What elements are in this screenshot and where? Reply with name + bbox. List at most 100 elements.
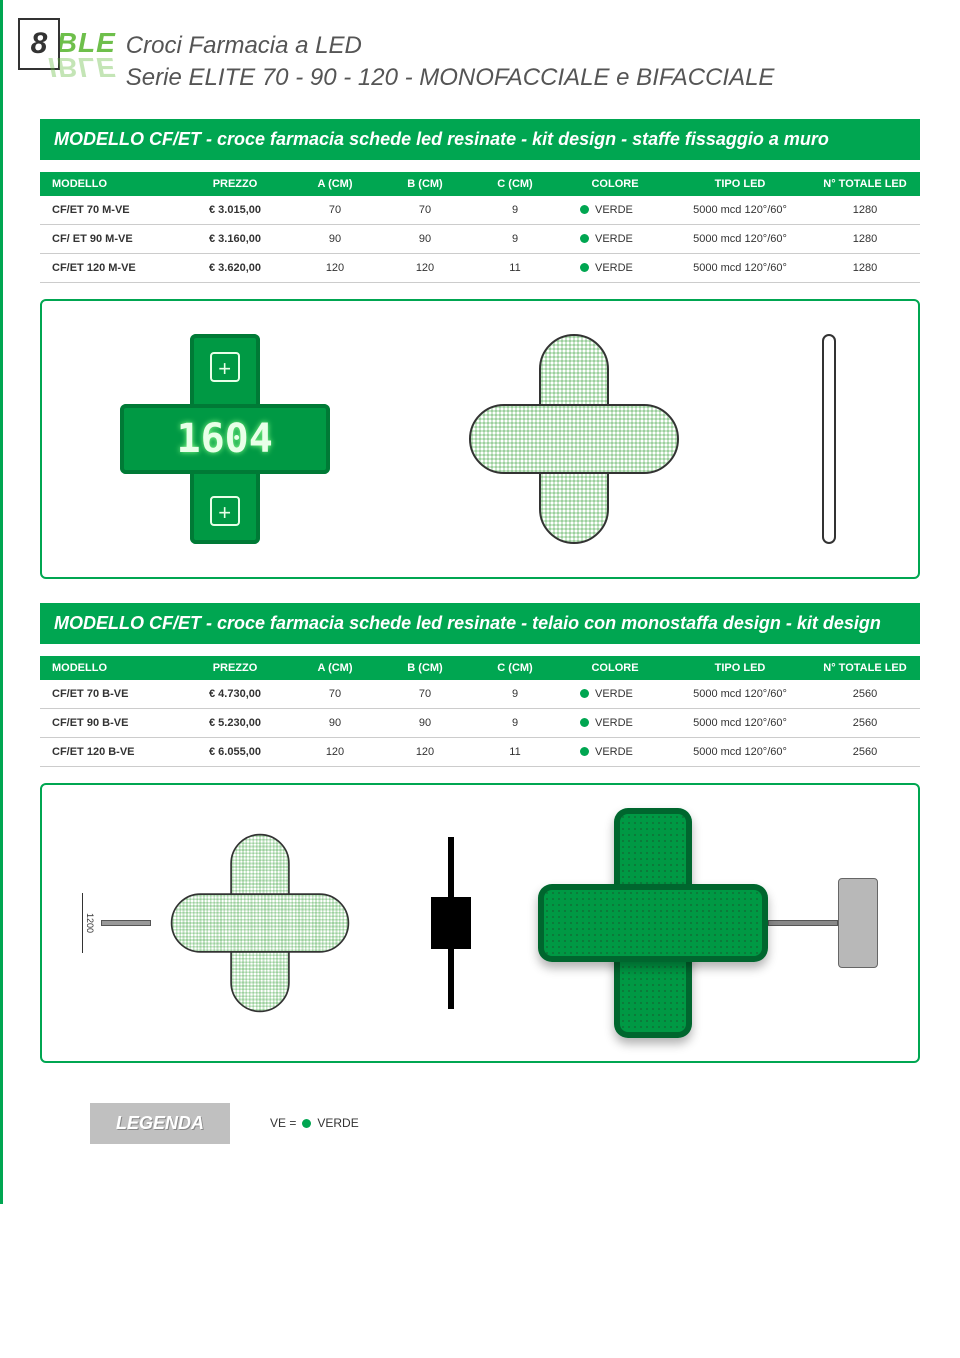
cell-a: 70	[290, 688, 380, 700]
col-c: C (CM)	[470, 178, 560, 190]
cell-tipo: 5000 mcd 120°/60°	[670, 717, 810, 729]
table-2-header: MODELLO PREZZO A (CM) B (CM) C (CM) COLO…	[40, 656, 920, 680]
cell-price: € 5.230,00	[180, 717, 290, 729]
cell-model: CF/ET 70 B-VE	[40, 688, 180, 700]
cell-price: € 3.620,00	[180, 262, 290, 274]
color-label: VERDE	[595, 717, 633, 729]
section-1-title: MODELLO CF/ET - croce farmacia schede le…	[40, 119, 920, 160]
color-dot-icon	[580, 718, 589, 727]
cell-color: VERDE	[560, 233, 670, 245]
cell-c: 11	[470, 262, 560, 274]
color-dot-icon	[580, 747, 589, 756]
col-model: MODELLO	[40, 662, 180, 674]
legend-title: LEGENDA	[90, 1103, 230, 1144]
color-dot-icon	[580, 205, 589, 214]
cell-c: 11	[470, 746, 560, 758]
section-2-title: MODELLO CF/ET - croce farmacia schede le…	[40, 603, 920, 644]
title-line-2: Serie ELITE 70 - 90 - 120 - MONOFACCIALE…	[126, 62, 775, 94]
cell-tot: 2560	[810, 746, 920, 758]
color-label: VERDE	[595, 204, 633, 216]
color-label: VERDE	[595, 688, 633, 700]
col-tot: N° TOTALE LED	[810, 178, 920, 190]
plus-icon: +	[210, 352, 240, 382]
image-frame-2: 1200	[40, 783, 920, 1063]
cell-model: CF/ET 120 B-VE	[40, 746, 180, 758]
cell-tot: 2560	[810, 688, 920, 700]
led-cross-dot	[538, 808, 768, 1038]
col-c: C (CM)	[470, 662, 560, 674]
cell-color: VERDE	[560, 204, 670, 216]
col-b: B (CM)	[380, 178, 470, 190]
color-dot-icon	[302, 1119, 311, 1128]
cell-a: 90	[290, 233, 380, 245]
color-dot-icon	[580, 263, 589, 272]
col-a: A (CM)	[290, 662, 380, 674]
logo-text-mirror: IBLE	[48, 55, 116, 80]
side-view-diagram	[818, 334, 840, 544]
cell-price: € 4.730,00	[180, 688, 290, 700]
cell-b: 90	[380, 233, 470, 245]
cell-a: 120	[290, 746, 380, 758]
cross-with-mount	[538, 808, 878, 1038]
cell-tipo: 5000 mcd 120°/60°	[670, 262, 810, 274]
page-header: IBLE IBLE Croci Farmacia a LED Serie ELI…	[48, 0, 960, 95]
col-color: COLORE	[560, 178, 670, 190]
table-row: CF/ ET 90 M-VE € 3.160,00 90 90 9 VERDE …	[40, 225, 920, 254]
cell-model: CF/ET 70 M-VE	[40, 204, 180, 216]
left-stripe	[0, 0, 3, 1204]
cell-tipo: 5000 mcd 120°/60°	[670, 204, 810, 216]
legend: LEGENDA VE = VERDE	[90, 1103, 960, 1144]
cell-model: CF/ET 90 B-VE	[40, 717, 180, 729]
color-label: VERDE	[595, 746, 633, 758]
mount-arm	[768, 878, 878, 968]
title-line-1: Croci Farmacia a LED	[126, 30, 775, 62]
table-row: CF/ET 120 B-VE € 6.055,00 120 120 11 VER…	[40, 738, 920, 767]
legend-ve-color: VERDE	[317, 1116, 358, 1130]
cell-c: 9	[470, 717, 560, 729]
cell-b: 70	[380, 688, 470, 700]
table-1: MODELLO PREZZO A (CM) B (CM) C (CM) COLO…	[40, 172, 920, 283]
color-label: VERDE	[595, 233, 633, 245]
cell-b: 90	[380, 717, 470, 729]
col-price: PREZZO	[180, 662, 290, 674]
cell-tipo: 5000 mcd 120°/60°	[670, 746, 810, 758]
cell-c: 9	[470, 204, 560, 216]
legend-item-ve: VE = VERDE	[270, 1116, 359, 1130]
cell-c: 9	[470, 233, 560, 245]
cell-price: € 3.015,00	[180, 204, 290, 216]
cell-b: 120	[380, 746, 470, 758]
cell-tipo: 5000 mcd 120°/60°	[670, 233, 810, 245]
cell-color: VERDE	[560, 262, 670, 274]
table-row: CF/ET 70 B-VE € 4.730,00 70 70 9 VERDE 5…	[40, 680, 920, 709]
cell-price: € 3.160,00	[180, 233, 290, 245]
cell-tot: 1280	[810, 204, 920, 216]
cell-a: 70	[290, 204, 380, 216]
cross-outline-diagram	[469, 334, 679, 544]
color-dot-icon	[580, 689, 589, 698]
cell-tot: 2560	[810, 717, 920, 729]
col-tot: N° TOTALE LED	[810, 662, 920, 674]
bracket-side-view	[428, 837, 474, 1009]
led-display-text: 1604	[120, 416, 330, 462]
col-price: PREZZO	[180, 178, 290, 190]
mounted-cross-diagram: 1200	[82, 818, 365, 1028]
cell-color: VERDE	[560, 688, 670, 700]
plus-icon: +	[210, 496, 240, 526]
table-1-header: MODELLO PREZZO A (CM) B (CM) C (CM) COLO…	[40, 172, 920, 196]
color-dot-icon	[580, 234, 589, 243]
table-row: CF/ET 90 B-VE € 5.230,00 90 90 9 VERDE 5…	[40, 709, 920, 738]
col-tipo: TIPO LED	[670, 178, 810, 190]
col-color: COLORE	[560, 662, 670, 674]
cell-b: 70	[380, 204, 470, 216]
cell-tipo: 5000 mcd 120°/60°	[670, 688, 810, 700]
cell-color: VERDE	[560, 746, 670, 758]
cell-model: CF/ ET 90 M-VE	[40, 233, 180, 245]
dimension-label: 1200	[82, 893, 97, 953]
col-a: A (CM)	[290, 178, 380, 190]
image-frame-1: + 1604 +	[40, 299, 920, 579]
cell-model: CF/ET 120 M-VE	[40, 262, 180, 274]
col-model: MODELLO	[40, 178, 180, 190]
page-titles: Croci Farmacia a LED Serie ELITE 70 - 90…	[126, 30, 775, 95]
cell-color: VERDE	[560, 717, 670, 729]
col-b: B (CM)	[380, 662, 470, 674]
